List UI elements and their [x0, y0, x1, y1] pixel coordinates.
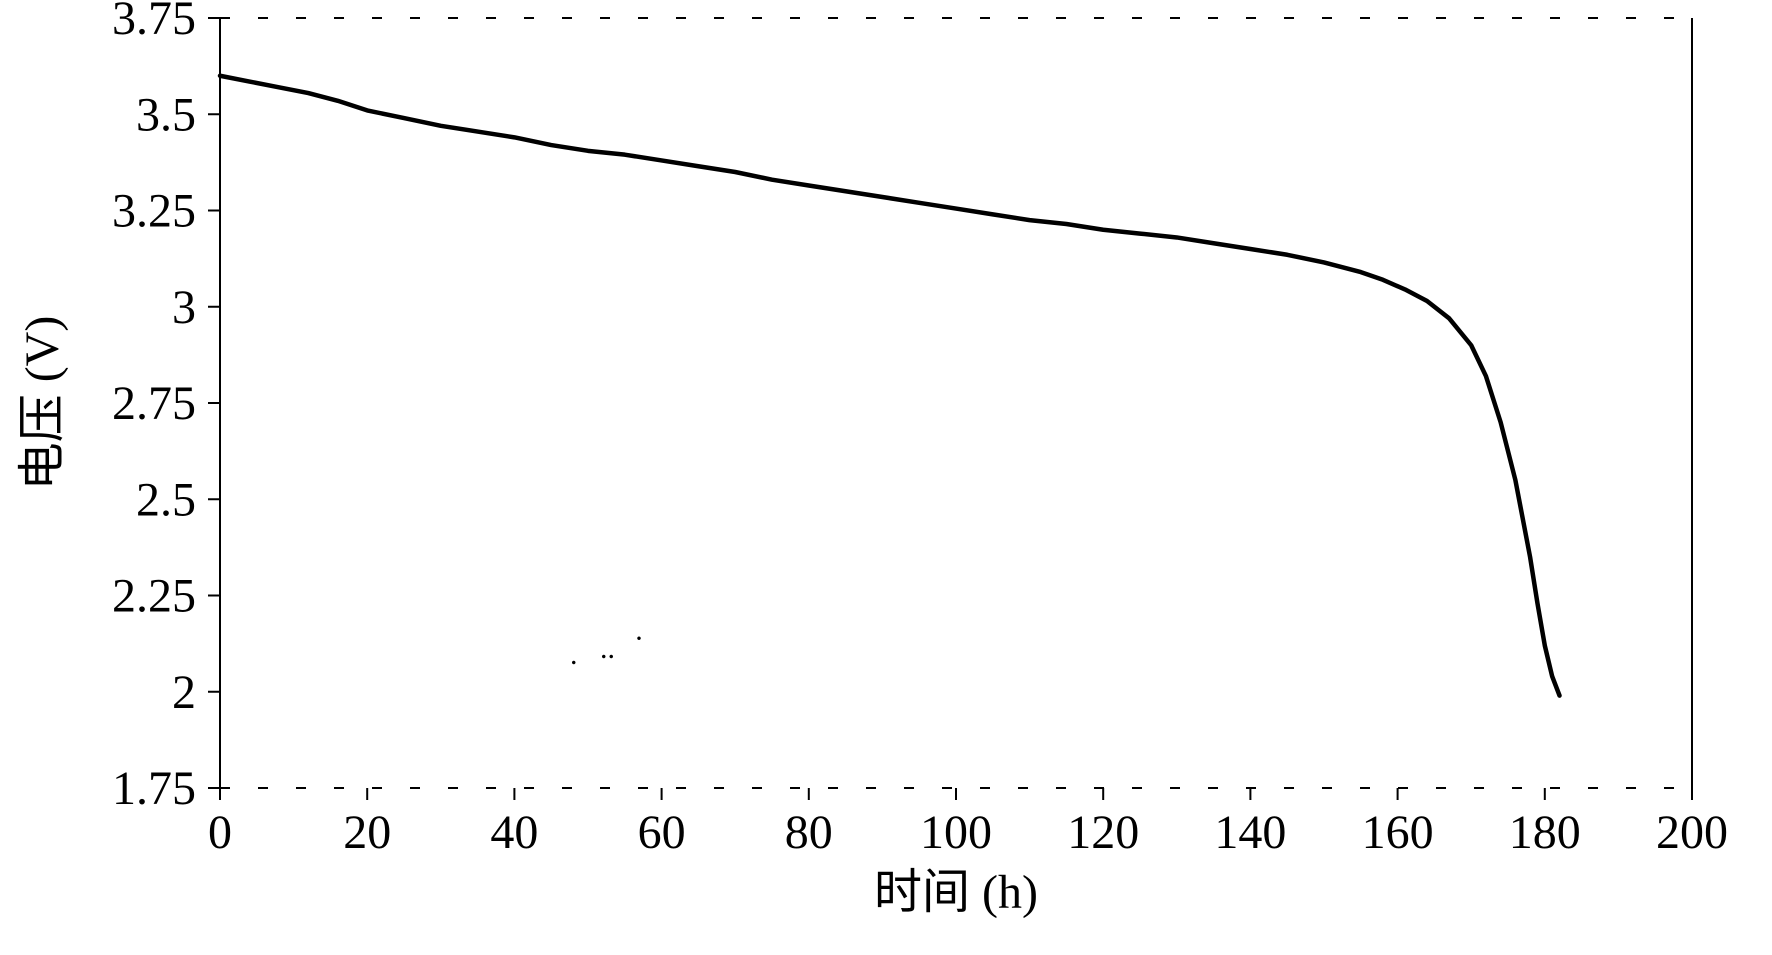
x-tick-label: 80 [785, 806, 833, 859]
scan-artifact: . [570, 638, 578, 671]
x-tick-label: 180 [1509, 806, 1581, 859]
x-tick-label: 140 [1214, 806, 1286, 859]
x-tick-label: 40 [490, 806, 538, 859]
x-tick-label: 60 [638, 806, 686, 859]
y-tick-label: 3 [172, 281, 196, 334]
x-tick-label: 160 [1362, 806, 1434, 859]
y-tick-label: 2.75 [112, 377, 196, 430]
y-tick-label: 3.5 [136, 88, 196, 141]
x-tick-label: 100 [920, 806, 992, 859]
y-tick-label: 3.75 [112, 0, 196, 45]
scan-artifact: .. [600, 632, 615, 665]
x-tick-label: 0 [208, 806, 232, 859]
y-tick-label: 2.5 [136, 473, 196, 526]
discharge-curve [220, 76, 1560, 696]
x-tick-label: 120 [1067, 806, 1139, 859]
x-axis-label: 时间 (h) [874, 866, 1038, 919]
scan-artifact: · [634, 622, 644, 655]
chart-container: 0 20 40 60 80 100 120 140 160 180 200 1.75 2 2.25 2.5 2… [0, 0, 1772, 955]
y-tick-label: 3.25 [112, 185, 196, 238]
x-tick-label: 20 [343, 806, 391, 859]
discharge-chart: 0 20 40 60 80 100 120 140 160 180 200 1.75 2 2.25 2.5 2… [0, 0, 1772, 955]
y-tick-label: 2.25 [112, 570, 196, 623]
y-axis-label: 电压 (V) [16, 316, 69, 491]
y-tick-label: 1.75 [112, 762, 196, 815]
x-tick-label: 200 [1656, 806, 1728, 859]
y-tick-label: 2 [172, 666, 196, 719]
